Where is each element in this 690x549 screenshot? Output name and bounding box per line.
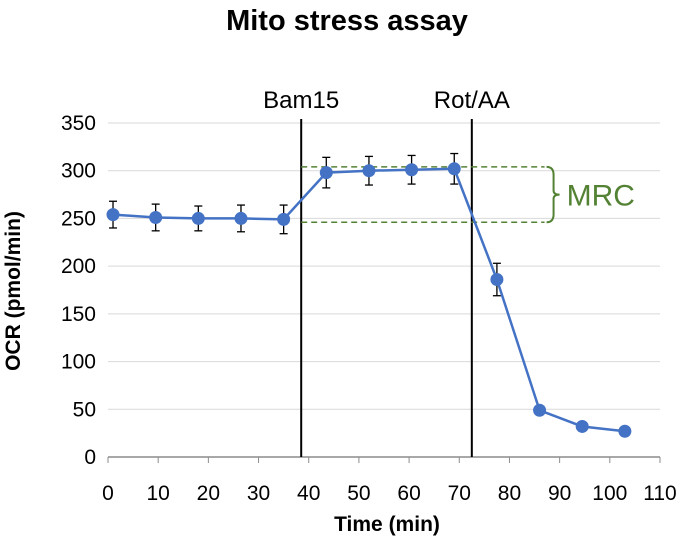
data-point xyxy=(405,163,419,177)
data-point xyxy=(149,210,163,224)
y-tick-label: 150 xyxy=(61,303,96,326)
data-point xyxy=(362,164,376,178)
y-tick-label: 200 xyxy=(61,255,96,278)
x-tick-label: 100 xyxy=(592,482,627,505)
x-tick-label: 10 xyxy=(147,482,170,505)
data-point xyxy=(234,211,248,225)
treatment-markers: Bam15 Rot/AA xyxy=(263,87,510,457)
x-tick-label: 0 xyxy=(102,482,114,505)
y-axis-ticks: 0 50 100 150 200 250 300 350 xyxy=(61,112,96,469)
x-axis-title: Time (min) xyxy=(334,513,440,536)
mrc-annotation: MRC xyxy=(301,165,635,224)
data-point xyxy=(191,211,205,225)
y-tick-label: 50 xyxy=(73,398,96,421)
data-point xyxy=(319,166,333,180)
x-tick-label: 50 xyxy=(347,482,370,505)
y-tick-label: 350 xyxy=(61,112,96,135)
data-point xyxy=(490,273,504,287)
chart-title: Mito stress assay xyxy=(226,5,468,37)
gridlines xyxy=(108,122,660,458)
x-tick-label: 70 xyxy=(448,482,471,505)
data-point xyxy=(533,403,547,417)
series-line xyxy=(112,167,626,433)
y-tick-label: 100 xyxy=(61,351,96,374)
marker-label: Bam15 xyxy=(263,87,339,114)
y-axis-title: OCR (pmol/min) xyxy=(2,211,25,371)
x-tick-label: 110 xyxy=(643,482,676,505)
x-tick-label: 60 xyxy=(397,482,420,505)
data-point xyxy=(618,424,632,438)
mrc-bracket xyxy=(546,165,560,224)
data-point xyxy=(575,419,589,433)
x-tick-label: 20 xyxy=(197,482,220,505)
y-tick-label: 0 xyxy=(84,446,96,469)
x-tick-label: 80 xyxy=(498,482,521,505)
x-axis-ticks: 0 10 20 30 40 50 60 70 80 90 100 110 xyxy=(102,457,677,505)
data-point xyxy=(277,212,291,226)
data-point xyxy=(447,162,461,176)
ocr-series xyxy=(106,152,632,438)
x-tick-label: 90 xyxy=(548,482,571,505)
marker-label: Rot/AA xyxy=(434,87,510,114)
y-tick-label: 300 xyxy=(61,160,96,183)
data-point xyxy=(106,208,120,222)
x-tick-label: 40 xyxy=(297,482,320,505)
x-tick-label: 30 xyxy=(247,482,270,505)
y-tick-label: 250 xyxy=(61,207,96,230)
mrc-label: MRC xyxy=(567,180,635,213)
